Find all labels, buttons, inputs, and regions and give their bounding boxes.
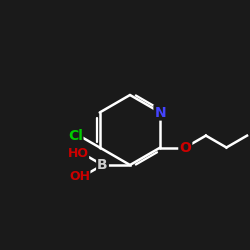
Text: B: B <box>97 158 108 172</box>
Text: N: N <box>154 106 166 120</box>
Text: O: O <box>179 140 191 154</box>
Text: Cl: Cl <box>68 129 83 142</box>
Text: HO: HO <box>68 146 89 160</box>
Text: OH: OH <box>69 170 90 183</box>
